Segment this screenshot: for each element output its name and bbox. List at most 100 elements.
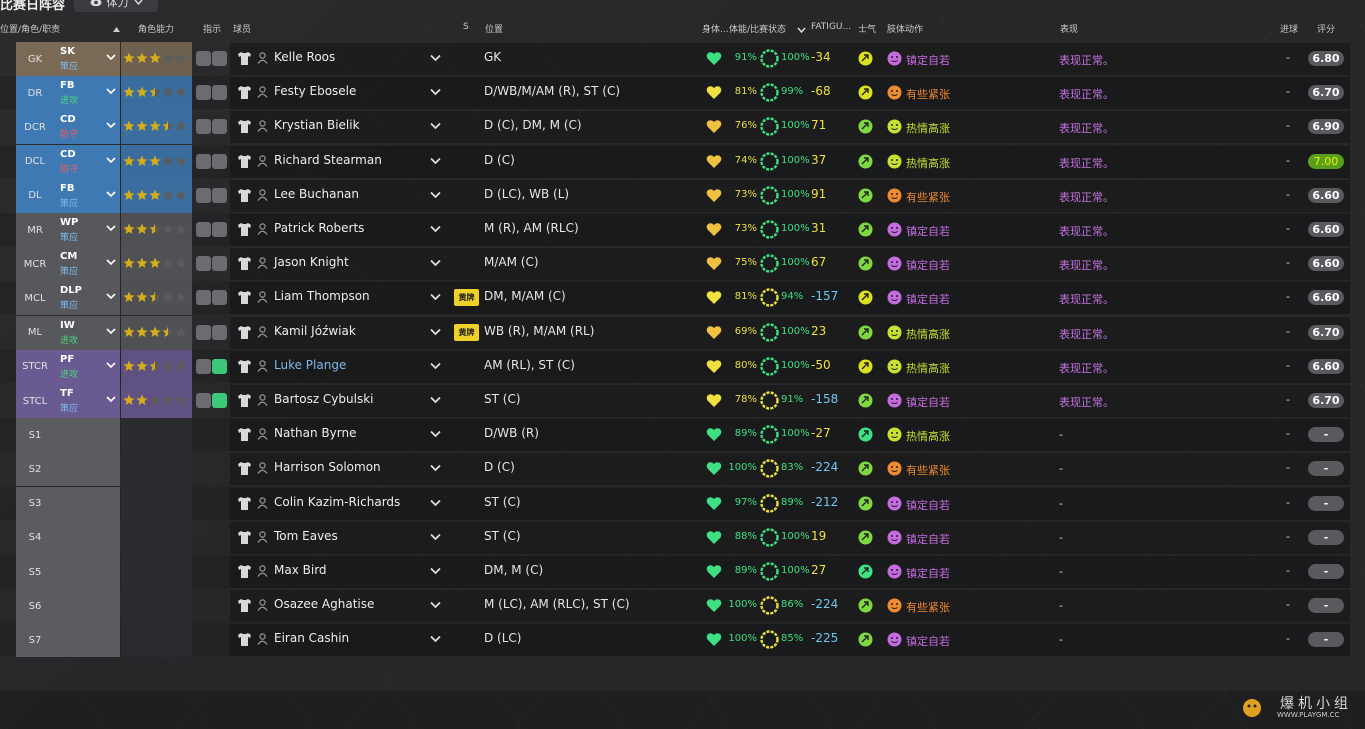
col-header-goals[interactable]: 进球: [1280, 25, 1299, 35]
chevron-down-icon[interactable]: [430, 122, 441, 130]
instruction-icon[interactable]: [196, 222, 211, 237]
table-row[interactable]: S3 Colin Kazim-Richards ST (C) 97% 89% -212 镇定…: [0, 486, 1350, 521]
chevron-down-icon[interactable]: [430, 567, 441, 575]
player-name[interactable]: Kamil Jóźwiak: [274, 323, 356, 338]
position-cell[interactable]: S2: [16, 452, 120, 487]
position-cell[interactable]: DR FB 进攻: [16, 76, 120, 111]
instructions-icons[interactable]: [196, 256, 227, 272]
table-row[interactable]: STCL TF 策应 Bartosz Cybulski ST (C) 78% 91% -158…: [0, 384, 1350, 418]
chevron-down-icon[interactable]: [430, 499, 441, 507]
instruction-icon[interactable]: [196, 51, 211, 66]
chevron-down-icon[interactable]: [430, 191, 441, 199]
instructions-icons[interactable]: [196, 85, 227, 101]
chevron-down-icon[interactable]: [106, 223, 116, 233]
position-cell[interactable]: DCR CD 防守: [16, 110, 120, 145]
instruction-icon[interactable]: [212, 222, 227, 237]
table-row[interactable]: ML IW 进攻 Kamil Jóźwiak 黄牌 WB (R), M/AM (RL) 69…: [0, 315, 1350, 350]
chevron-down-icon[interactable]: [430, 464, 441, 472]
chevron-down-icon[interactable]: [106, 257, 116, 267]
position-cell[interactable]: DCL CD 防守: [16, 144, 120, 179]
col-header-instructions[interactable]: 指示: [203, 25, 222, 35]
chevron-down-icon[interactable]: [430, 225, 441, 233]
instruction-icon[interactable]: [196, 119, 211, 135]
position-cell[interactable]: ML IW 进攻: [16, 315, 120, 350]
player-name[interactable]: Liam Thompson: [274, 289, 370, 304]
chevron-down-icon[interactable]: [430, 54, 441, 62]
player-name[interactable]: Kelle Roos: [274, 50, 336, 64]
chevron-down-icon[interactable]: [430, 601, 441, 609]
chevron-down-icon[interactable]: [430, 88, 441, 96]
table-row[interactable]: STCR PF 进攻 Luke Plange AM (RL), ST (C) 80% 100…: [0, 349, 1350, 384]
player-name[interactable]: Max Bird: [274, 563, 327, 577]
player-name[interactable]: Tom Eaves: [274, 528, 338, 543]
chevron-down-icon[interactable]: [106, 155, 116, 165]
instructions-icons[interactable]: [196, 187, 227, 203]
table-row[interactable]: S7 Eiran Cashin D (LC) 100% 85% -225 镇定自若 - - -: [0, 623, 1350, 658]
chevron-down-icon[interactable]: [106, 86, 116, 96]
player-name[interactable]: Jason Knight: [274, 255, 349, 270]
instructions-icons[interactable]: [196, 324, 227, 340]
table-row[interactable]: S4 Tom Eaves ST (C) 88% 100% 19 镇定自若 - - -: [0, 520, 1350, 555]
chevron-down-icon[interactable]: [430, 635, 441, 643]
col-header-player[interactable]: 球员: [233, 25, 252, 35]
instruction-icon[interactable]: [212, 153, 227, 169]
instruction-icon[interactable]: [196, 324, 211, 340]
chevron-down-icon[interactable]: [430, 157, 441, 165]
instruction-icon[interactable]: [212, 290, 227, 306]
instruction-icon[interactable]: [196, 85, 211, 101]
instructions-icons[interactable]: [196, 153, 227, 169]
table-row[interactable]: DCL CD 防守 Richard Stearman D (C) 74% 100% 37 热情高…: [0, 144, 1350, 179]
position-cell[interactable]: GK SK 策应: [16, 42, 120, 76]
position-cell[interactable]: S5: [16, 555, 120, 589]
position-cell[interactable]: DL FB 策应: [16, 178, 120, 213]
col-header-s[interactable]: S: [463, 22, 469, 32]
player-name[interactable]: Luke Plange: [274, 357, 347, 372]
position-cell[interactable]: MR WP 策应: [16, 213, 120, 247]
table-row[interactable]: GK SK 策应 Kelle Roos GK 91% 100% -34 镇定自若 表现正常。 - 6.…: [0, 42, 1350, 76]
chevron-down-icon[interactable]: [106, 394, 116, 404]
chevron-down-icon[interactable]: [106, 291, 116, 301]
table-row[interactable]: S2 Harrison Solomon D (C) 100% 83% -224 有些紧张 - -…: [0, 452, 1350, 487]
chevron-down-icon[interactable]: [106, 120, 116, 130]
instructions-icons[interactable]: [196, 358, 227, 374]
player-name[interactable]: Eiran Cashin: [274, 631, 350, 646]
table-row[interactable]: DL FB 策应 Lee Buchanan D (LC), WB (L) 73% 100% 9…: [0, 178, 1350, 213]
instructions-icons[interactable]: [196, 51, 227, 66]
player-name[interactable]: Harrison Solomon: [274, 460, 381, 475]
chevron-down-icon[interactable]: [430, 259, 441, 267]
instruction-icon[interactable]: [212, 256, 227, 272]
chevron-down-icon[interactable]: [430, 293, 441, 301]
table-row[interactable]: MR WP 策应 Patrick Roberts M (R), AM (RLC) 73% 1…: [0, 213, 1350, 247]
chevron-down-icon[interactable]: [106, 326, 116, 336]
instruction-icon[interactable]: [212, 119, 227, 135]
chevron-down-icon[interactable]: [430, 362, 441, 370]
chevron-down-icon[interactable]: [430, 533, 441, 541]
player-name[interactable]: Richard Stearman: [274, 152, 382, 167]
position-cell[interactable]: MCL DLP 策应: [16, 281, 120, 316]
player-name[interactable]: Patrick Roberts: [274, 221, 365, 235]
instruction-icon[interactable]: [196, 153, 211, 169]
position-cell[interactable]: S4: [16, 520, 120, 555]
instruction-icon[interactable]: [196, 358, 211, 374]
position-cell[interactable]: STCL TF 策应: [16, 384, 120, 418]
instructions-icons[interactable]: [196, 222, 227, 237]
col-header-rating[interactable]: 评分: [1317, 25, 1336, 35]
col-header-performance[interactable]: 表现: [1060, 25, 1079, 35]
chevron-down-icon[interactable]: [430, 430, 441, 438]
chevron-down-icon[interactable]: [106, 52, 116, 62]
col-header-morale[interactable]: 士气: [858, 25, 877, 35]
position-cell[interactable]: S3: [16, 486, 120, 521]
table-row[interactable]: S1 Nathan Byrne D/WB (R) 89% 100% -27 热情高涨 - - -: [0, 418, 1350, 453]
player-name[interactable]: Nathan Byrne: [274, 426, 357, 441]
instruction-icon[interactable]: [212, 85, 227, 101]
player-name[interactable]: Lee Buchanan: [274, 186, 360, 201]
instruction-icon[interactable]: [212, 324, 227, 340]
col-header-body[interactable]: 身体...: [702, 25, 729, 35]
player-name[interactable]: Osazee Aghatise: [274, 597, 375, 612]
instructions-icons[interactable]: [196, 393, 227, 408]
instruction-icon[interactable]: [212, 51, 227, 66]
instruction-icon[interactable]: [196, 393, 211, 408]
position-cell[interactable]: MCR CM 策应: [16, 247, 120, 282]
col-header-role-ability[interactable]: 角色能力: [138, 25, 175, 35]
chevron-down-icon[interactable]: [430, 396, 441, 404]
